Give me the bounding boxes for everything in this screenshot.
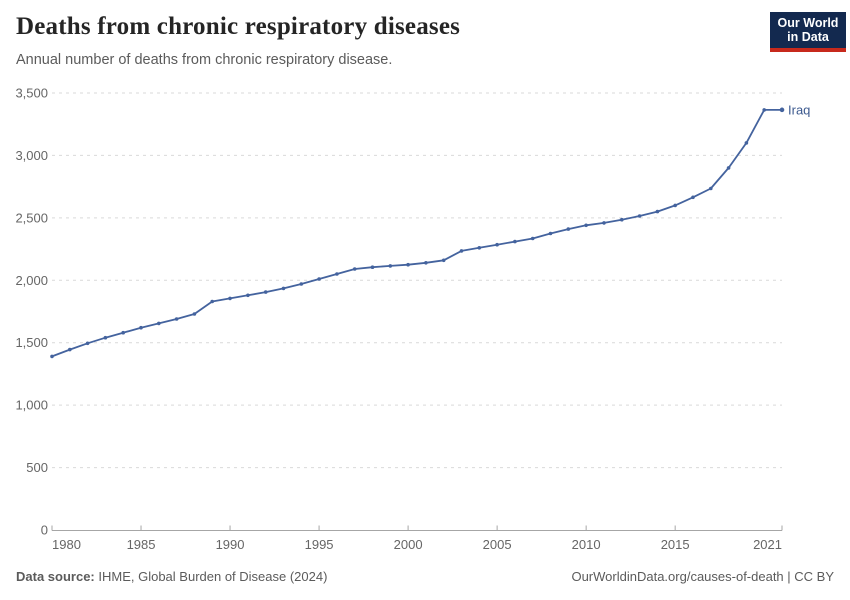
series-point	[192, 312, 197, 316]
series-point	[85, 341, 90, 346]
series-point	[246, 293, 250, 298]
x-axis-tick-label: 2015	[661, 537, 690, 552]
x-axis-tick-label: 2021	[753, 537, 782, 552]
series-point	[548, 231, 553, 236]
series-point	[655, 209, 660, 214]
owid-logo: Our World in Data	[770, 12, 846, 52]
page-title: Deaths from chronic respiratory diseases	[16, 13, 461, 40]
series-point	[477, 246, 482, 250]
y-axis-tick-label: 0	[41, 523, 48, 538]
series-point	[299, 282, 304, 286]
x-axis-tick-label: 1990	[216, 537, 245, 552]
x-axis-tick-label: 1985	[127, 537, 156, 552]
series-point	[566, 227, 571, 231]
x-axis-tick-label: 2005	[483, 537, 512, 552]
series-point	[388, 264, 393, 268]
series-point	[441, 258, 446, 263]
series-point	[139, 325, 143, 330]
series-point	[513, 239, 517, 244]
series-point	[210, 299, 214, 304]
series-line	[51, 109, 783, 358]
series-point	[620, 217, 624, 222]
series-label: Iraq	[788, 102, 810, 117]
series-point	[584, 223, 588, 228]
series-point	[281, 286, 286, 291]
footer-datasource: Data source: IHME, Global Burden of Dise…	[16, 569, 327, 584]
series-point	[637, 214, 642, 218]
x-axis-tick-label: 2000	[394, 537, 423, 552]
series-point	[157, 321, 161, 326]
y-axis-tick-label: 3,500	[15, 86, 48, 101]
y-axis-tick-label: 1,500	[15, 335, 48, 350]
x-axis-tick-label: 1980	[52, 537, 81, 552]
y-axis-tick-label: 2,000	[15, 273, 48, 288]
footer-datasource-label: Data source:	[16, 569, 95, 584]
series-point	[691, 195, 695, 200]
series-point	[174, 317, 179, 321]
x-axis-tick-label: 1995	[305, 537, 334, 552]
series-point	[495, 242, 499, 247]
series-point	[406, 262, 410, 267]
y-axis-tick-label: 2,500	[15, 210, 48, 225]
series-point	[352, 267, 357, 271]
series-point	[103, 335, 108, 340]
x-axis-tick-label: 2010	[572, 537, 601, 552]
series-point	[370, 265, 375, 270]
series-point	[263, 290, 268, 294]
y-axis-tick-label: 500	[26, 460, 48, 475]
footer-datasource-value: IHME, Global Burden of Disease (2024)	[98, 569, 328, 584]
owid-logo-line2: in Data	[787, 30, 829, 44]
series-point	[424, 261, 428, 265]
series-point	[530, 236, 535, 241]
owid-logo-text: Our World in Data	[778, 16, 839, 45]
series-point	[673, 203, 677, 208]
series-point	[744, 141, 749, 145]
series-point	[602, 221, 606, 225]
series-point	[335, 272, 339, 276]
series-point	[121, 330, 125, 335]
chart-subtitle: Annual number of deaths from chronic res…	[16, 52, 393, 68]
series-point	[726, 166, 731, 170]
series-point	[50, 354, 54, 359]
series-point	[317, 277, 321, 281]
series-endpoint	[779, 107, 785, 113]
series-point	[709, 186, 713, 191]
series-point	[228, 296, 232, 301]
series-point	[459, 249, 464, 253]
series-point	[762, 108, 766, 112]
y-axis-tick-label: 1,000	[15, 398, 48, 413]
y-axis-tick-label: 3,000	[15, 148, 48, 163]
footer-credit: OurWorldinData.org/causes-of-death | CC …	[571, 569, 834, 584]
series-point	[68, 347, 72, 352]
owid-logo-line1: Our World	[777, 15, 839, 30]
